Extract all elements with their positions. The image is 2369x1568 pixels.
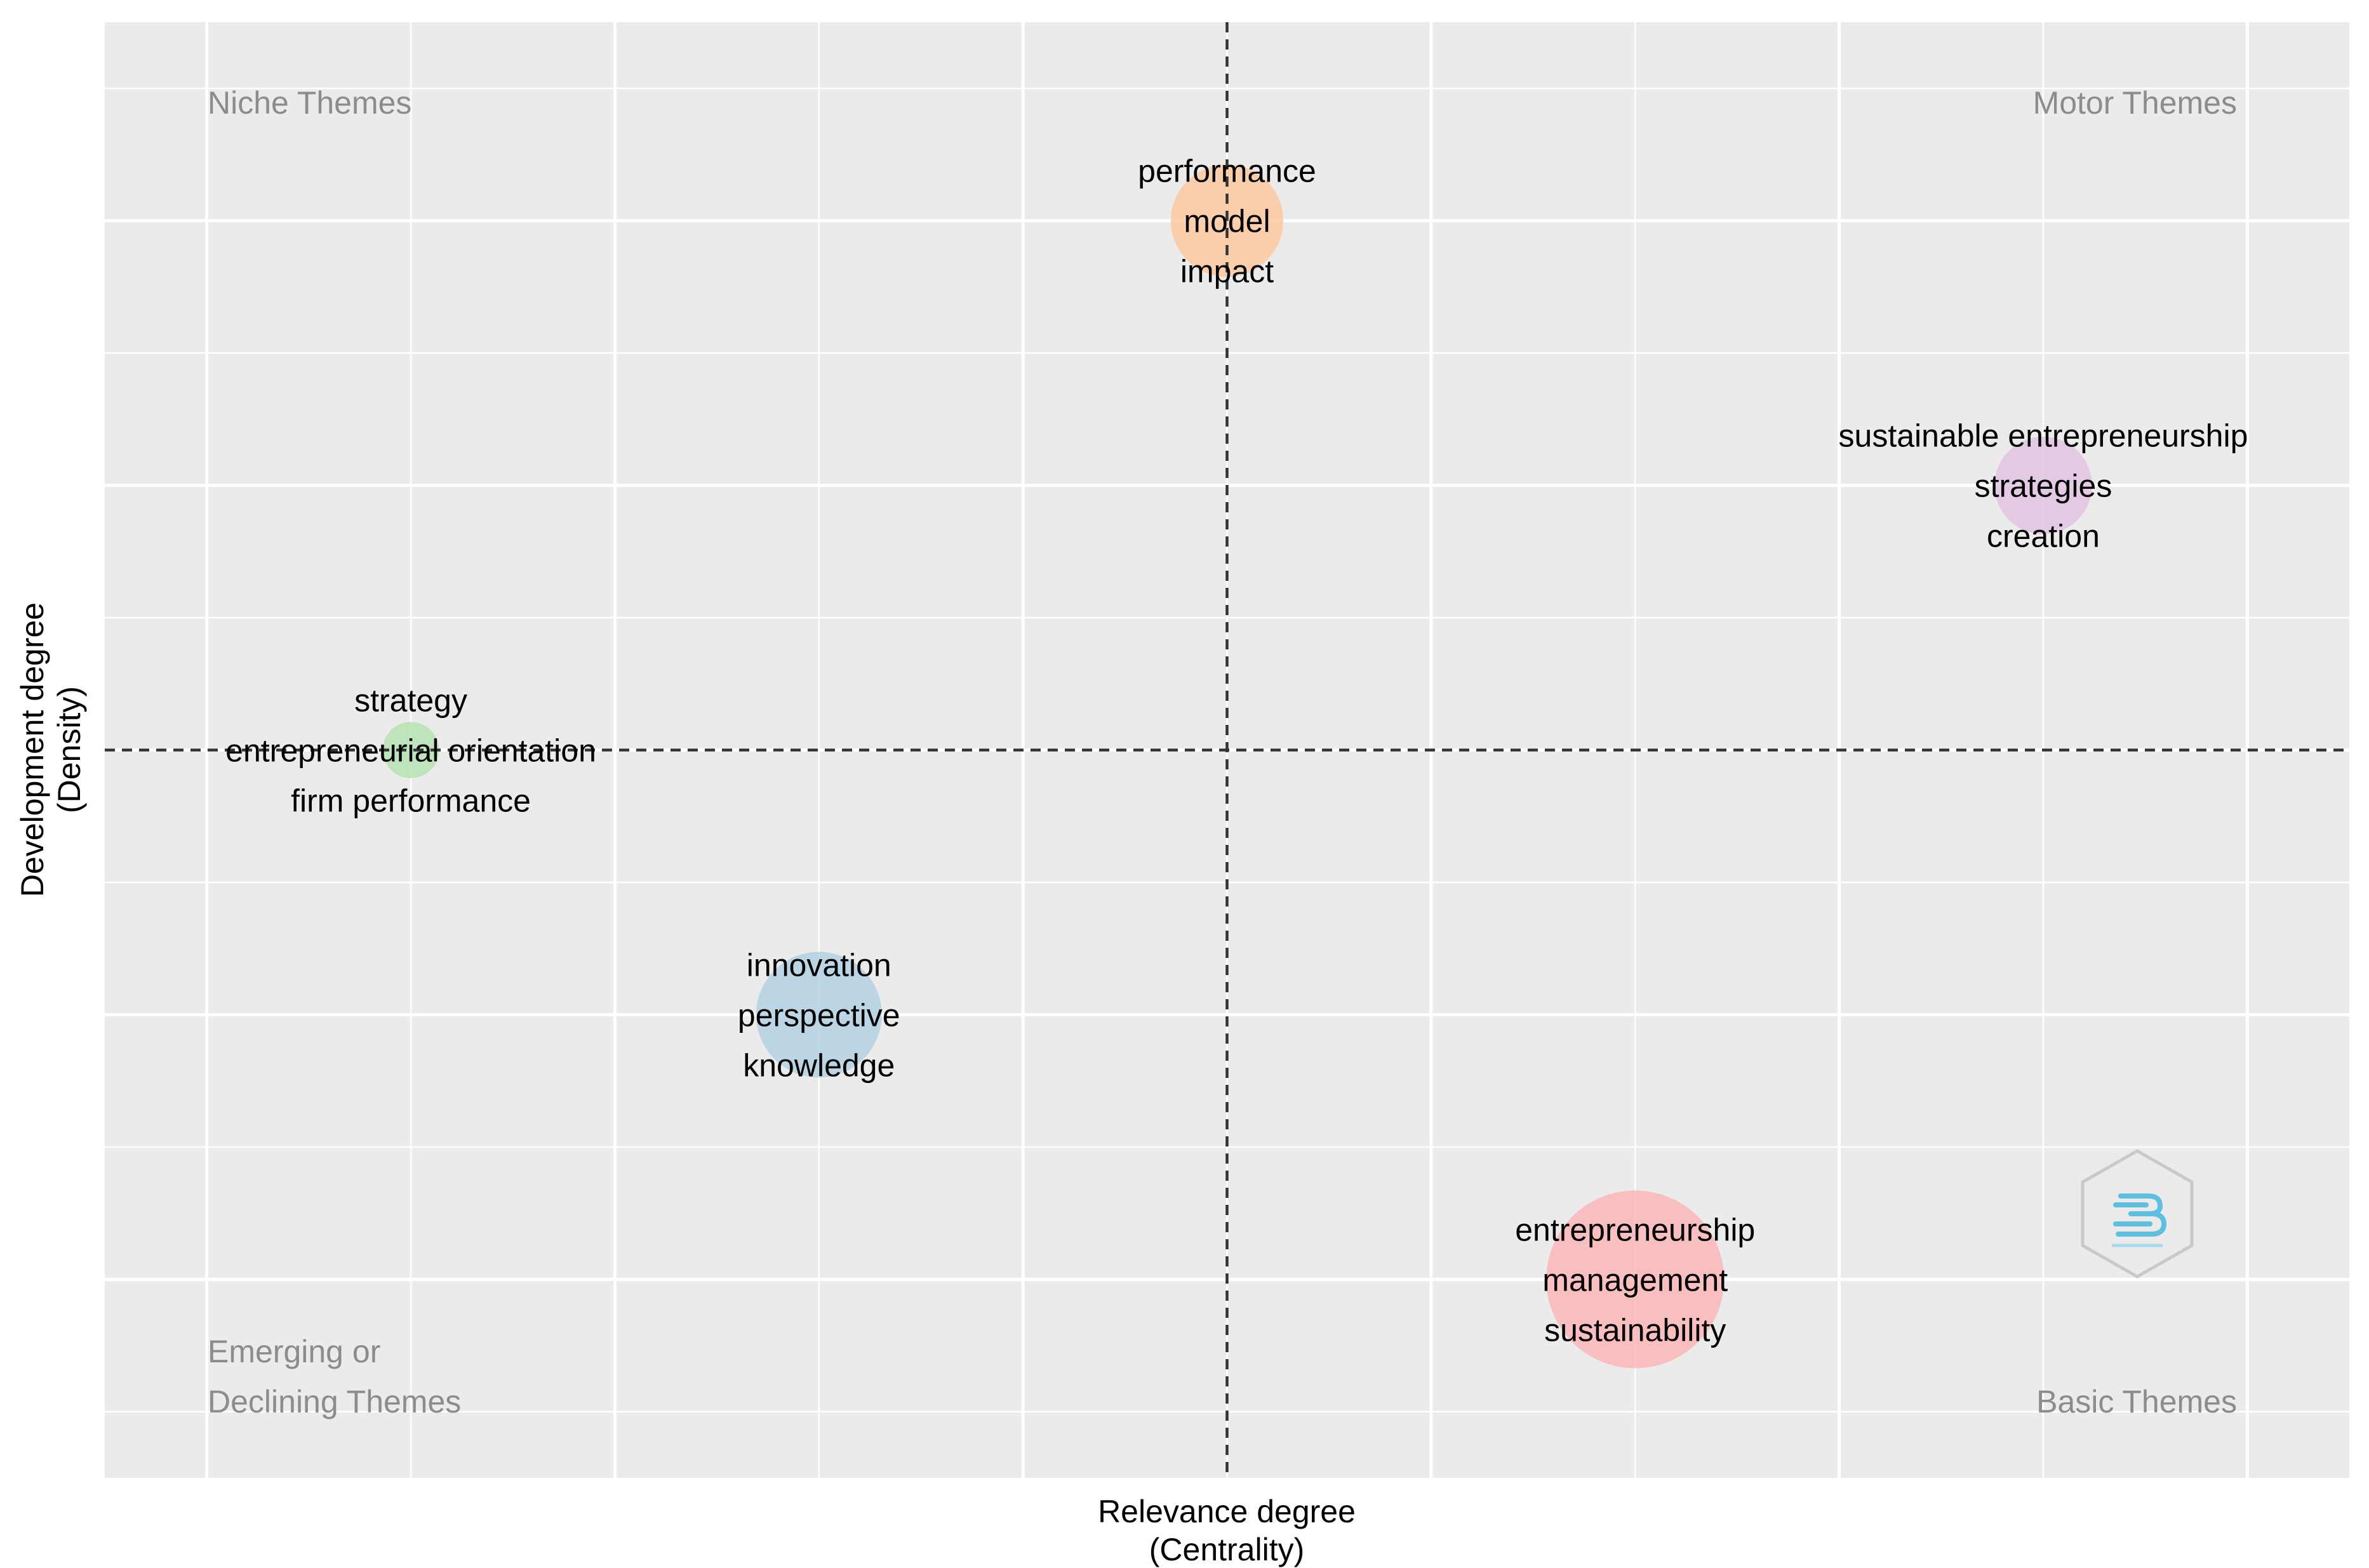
cluster-label-1-2: creation [1987,519,2100,554]
bibliometrix-logo [2081,1149,2194,1279]
cluster-bubbles [382,164,2092,1369]
quadrant-label-niche: Niche Themes [208,85,411,121]
cluster-label-0-1: model [1184,204,1270,239]
quadrant-label-emerging-line2: Declining Themes [208,1384,461,1419]
cluster-label-3-1: perspective [738,997,900,1033]
logo-hexagon [2081,1149,2194,1279]
cluster-label-2-1: entrepreneurial orientation [225,733,596,769]
reference-lines [105,22,2349,1478]
cluster-label-0-2: impact [1180,254,1274,289]
x-axis-title-line2: (Centrality) [1149,1532,1304,1567]
quadrant-label-emerging-line1: Emerging or [208,1334,380,1369]
cluster-bubble-4 [1546,1190,1725,1369]
cluster-label-0-0: performance [1138,154,1316,189]
cluster-bubble-3 [756,952,882,1078]
logo-mark-icon [2113,1193,2167,1237]
cluster-label-2-0: strategy [354,683,467,719]
cluster-label-4-0: entrepreneurship [1515,1212,1755,1247]
quadrant-label-motor: Motor Themes [2033,85,2237,121]
cluster-label-4-2: sustainability [1544,1312,1726,1348]
cluster-label-1-1: strategies [1975,468,2112,504]
cluster-bubble-2 [382,722,439,778]
cluster-bubble-1 [1994,436,2092,535]
quadrant-label-basic: Basic Themes [2036,1384,2237,1419]
cluster-label-4-1: management [1542,1262,1728,1298]
y-axis-title-line1: Development degree [15,602,50,897]
x-axis-title-line1: Relevance degree [1098,1494,1356,1529]
cluster-label-2-2: firm performance [291,783,531,819]
cluster-labels: performance model impact sustainable entrep… [225,154,2248,1348]
cluster-label-3-2: knowledge [743,1047,895,1083]
cluster-label-3-0: innovation [747,947,891,983]
y-axis-title-line2: (Density) [51,686,87,813]
cluster-label-1-0: sustainable entrepreneurship [1839,418,2248,454]
